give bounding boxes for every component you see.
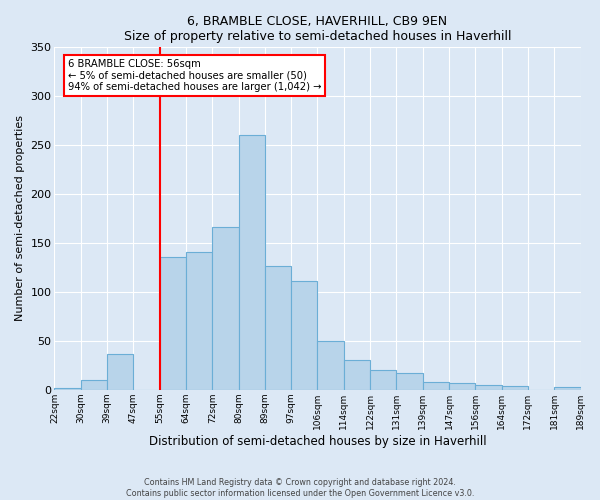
Bar [212, 227, 239, 390]
Bar [265, 266, 291, 390]
Bar [554, 387, 581, 390]
Title: 6, BRAMBLE CLOSE, HAVERHILL, CB9 9EN
Size of property relative to semi-detached : 6, BRAMBLE CLOSE, HAVERHILL, CB9 9EN Siz… [124, 15, 511, 43]
X-axis label: Distribution of semi-detached houses by size in Haverhill: Distribution of semi-detached houses by … [149, 434, 486, 448]
Text: 6 BRAMBLE CLOSE: 56sqm
← 5% of semi-detached houses are smaller (50)
94% of semi: 6 BRAMBLE CLOSE: 56sqm ← 5% of semi-deta… [68, 59, 321, 92]
Bar [239, 135, 265, 390]
Bar [370, 370, 397, 390]
Bar [160, 256, 186, 390]
Bar [502, 386, 528, 390]
Bar [291, 281, 317, 390]
Bar [81, 380, 107, 390]
Bar [422, 382, 449, 390]
Bar [107, 354, 133, 390]
Bar [449, 383, 475, 390]
Y-axis label: Number of semi-detached properties: Number of semi-detached properties [15, 116, 25, 322]
Bar [186, 252, 212, 390]
Bar [397, 373, 422, 390]
Text: Contains HM Land Registry data © Crown copyright and database right 2024.
Contai: Contains HM Land Registry data © Crown c… [126, 478, 474, 498]
Bar [344, 360, 370, 390]
Bar [475, 385, 502, 390]
Bar [317, 341, 344, 390]
Bar [55, 388, 81, 390]
